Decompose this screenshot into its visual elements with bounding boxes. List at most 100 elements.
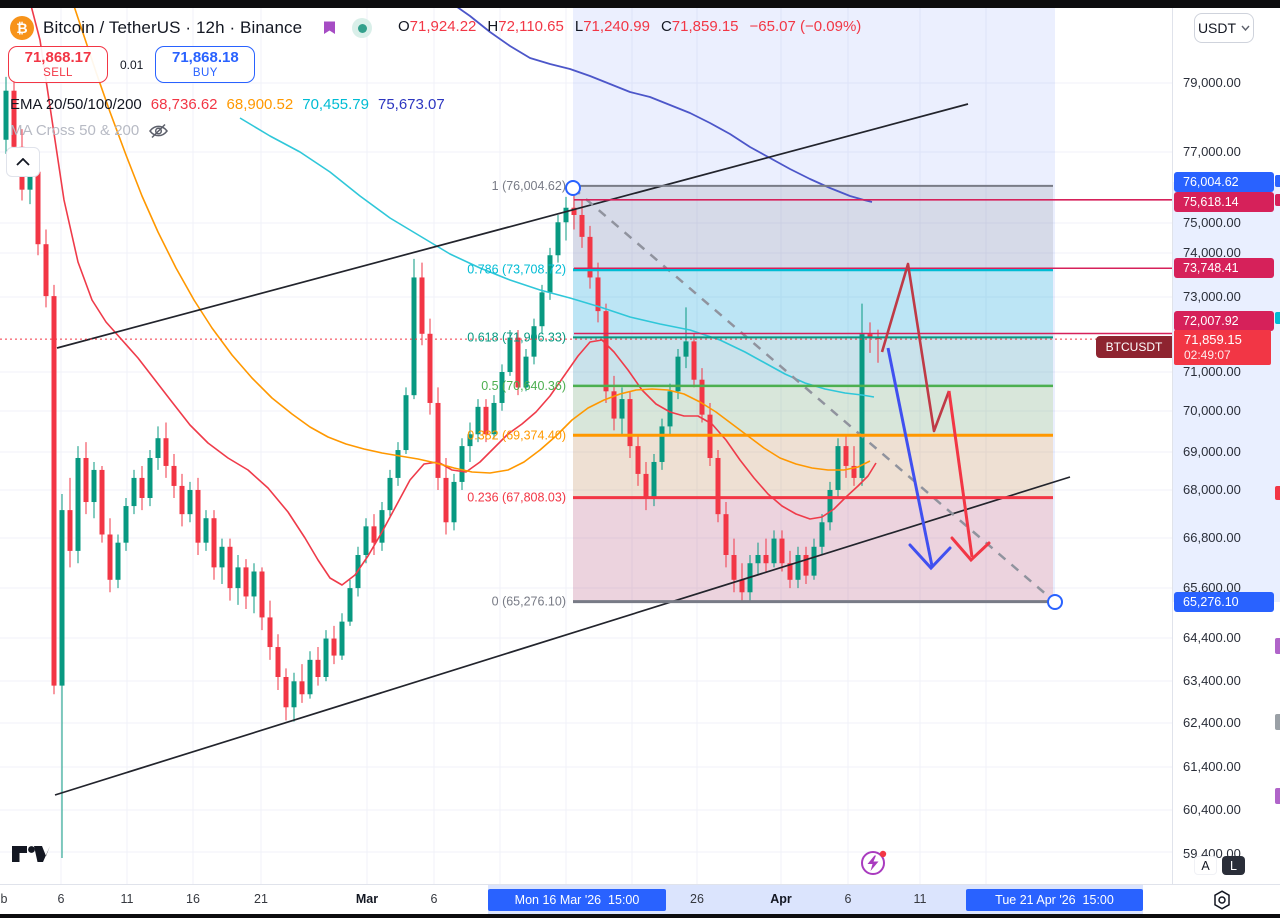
time-tick: 21 [254, 892, 268, 906]
time-tick: 11 [120, 892, 134, 906]
price-tick: 62,400.00 [1183, 715, 1241, 730]
price-tick: 64,400.00 [1183, 630, 1241, 645]
collapse-legend-button[interactable] [6, 147, 40, 177]
price-level-chip: 73,748.41 [1174, 258, 1274, 278]
price-tick: 73,000.00 [1183, 289, 1241, 304]
ema20-line [30, 8, 877, 586]
time-tick: 6 [430, 892, 438, 906]
fib-label: 0.786 (73,708.72) [467, 263, 566, 277]
symbol-tag: BTCUSDT [1096, 336, 1172, 358]
last-price-chip: 71,859.15 02:49:07 [1174, 330, 1271, 365]
axis-edge-marker [1275, 714, 1280, 730]
blue-arrow-shaft[interactable] [886, 347, 934, 567]
red-arrow-head-icon [950, 536, 991, 563]
projection-zigzag[interactable] [880, 262, 951, 433]
ema-value: 75,673.07 [377, 96, 445, 113]
price-tick: 69,000.00 [1183, 444, 1241, 459]
price-tick: 66,800.00 [1183, 530, 1241, 545]
bottom-frame-strip [0, 914, 1280, 918]
chart-pane[interactable]: 1 (76,004.62) 0.786 (73,708.72) 0.618 (71,… [0, 8, 1172, 884]
fib-label: 0.382 (69,374.40) [467, 428, 566, 442]
sell-button[interactable]: 71,868.17 SELL [8, 46, 108, 83]
time-tick: Mar [355, 892, 379, 906]
time-range-chip[interactable]: Mon 16 Mar '26 15:00 [488, 889, 666, 911]
fib-anchor-handle[interactable] [1047, 594, 1063, 610]
trendline-1[interactable] [56, 103, 969, 349]
ema-value: 68,900.52 [226, 96, 294, 113]
close-value: 71,859.15 [671, 18, 739, 35]
time-tick: 26 [690, 892, 704, 906]
chevron-down-icon [1241, 25, 1250, 31]
time-tick: 6 [844, 892, 852, 906]
high-value: 72,110.65 [498, 18, 564, 35]
time-tick: b [0, 892, 8, 906]
price-tick: 79,000.00 [1183, 75, 1241, 90]
price-level-chip: 75,618.14 [1174, 192, 1274, 212]
time-tick: 11 [913, 892, 927, 906]
fib-label: 1 (76,004.62) [492, 179, 566, 193]
price-axis[interactable]: 79,000.00 77,000.00 75,000.00 74,000.00 73,0… [1172, 8, 1280, 884]
last-price-value: 71,859.15 [1184, 332, 1242, 347]
fib-label: 0.236 (67,808.03) [467, 491, 566, 505]
fib-label: 0.618 (71,906.33) [467, 330, 566, 344]
flag-icon[interactable] [321, 19, 339, 37]
lightning-alert-icon[interactable] [858, 846, 890, 878]
time-range-chip[interactable]: Tue 21 Apr '26 15:00 [966, 889, 1143, 911]
top-frame-strip [0, 0, 1280, 8]
price-tick: 70,000.00 [1183, 403, 1241, 418]
ema-value: 70,455.79 [302, 96, 369, 113]
fib-levels: 1 (76,004.62) 0.786 (73,708.72) 0.618 (71,… [467, 179, 1053, 609]
price-tick: 75,000.00 [1183, 215, 1241, 230]
market-status-icon[interactable] [352, 18, 373, 38]
price-tick: 74,000.00 [1183, 245, 1241, 260]
ema200-line [457, 8, 873, 203]
axis-edge-marker [1275, 175, 1280, 187]
ema-legend[interactable]: EMA 20/50/100/200 68,736.62 68,900.52 70,4… [10, 96, 445, 113]
low-value: 71,240.99 [583, 18, 650, 35]
price-tick: 68,000.00 [1183, 482, 1241, 497]
last-price-label: BTCUSDT 71,859.15 02:49:07 [1096, 330, 1271, 365]
price-tick: 63,400.00 [1183, 673, 1241, 688]
trendline-2[interactable] [54, 476, 1071, 796]
blue-arrow-head-icon [908, 543, 952, 571]
fib-label: 0.5 (70,640.36) [481, 379, 566, 393]
time-tick: Apr [770, 892, 792, 906]
buy-button[interactable]: 71,868.18 BUY [155, 46, 256, 83]
price-tick: 77,000.00 [1183, 144, 1241, 159]
axis-settings-gear-icon[interactable] [1210, 888, 1234, 912]
ma-cross-legend[interactable]: MA Cross 50 & 200 [10, 122, 169, 139]
price-tick: 71,000.00 [1183, 364, 1241, 379]
price-level-chip: 72,007.92 [1174, 311, 1274, 331]
fib-anchor-handle[interactable] [565, 180, 581, 196]
ema-value: 68,736.62 [150, 96, 218, 113]
candles [3, 76, 881, 858]
grid-lines [0, 8, 1172, 884]
axis-edge-marker [1275, 194, 1280, 206]
log-scale-button[interactable]: L [1222, 856, 1245, 875]
axis-edge-marker [1275, 788, 1280, 804]
price-tick: 60,400.00 [1183, 802, 1241, 817]
red-arrow-shaft[interactable] [947, 390, 974, 558]
tradingview-logo[interactable] [10, 842, 50, 866]
bar-countdown: 02:49:07 [1184, 348, 1231, 362]
symbol-header: ₿ Bitcoin / TetherUS · 12h · Binance [10, 14, 373, 42]
symbol-title[interactable]: Bitcoin / TetherUS · 12h · Binance [43, 18, 303, 37]
price-tick: 61,400.00 [1183, 759, 1241, 774]
price-tick: 65,600.00 [1183, 580, 1241, 595]
time-axis[interactable]: b 6 11 16 21 Mar 6 26 Apr 6 11 Mon 16 Mar '26 15:0… [0, 884, 1280, 914]
ema100-line [239, 117, 875, 398]
currency-selector[interactable]: USDT [1194, 13, 1254, 43]
time-tick: 16 [186, 892, 200, 906]
spread-value: 0.01 [120, 57, 144, 72]
axis-edge-marker [1275, 638, 1280, 654]
time-tick: 6 [57, 892, 65, 906]
price-axis-highlight [1173, 182, 1280, 602]
change-value: −65.07 (−0.09%) [749, 18, 862, 35]
visibility-off-icon[interactable] [148, 123, 169, 139]
auto-scale-button[interactable]: A [1194, 856, 1217, 875]
price-level-chip: 76,004.62 [1174, 172, 1274, 192]
fib-trend-dashed-line [572, 187, 1056, 603]
ohlc-readout: O71,924.22 H72,110.65 L71,240.99 C71,859… [398, 18, 862, 35]
candlestick-chart[interactable]: 1 (76,004.62) 0.786 (73,708.72) 0.618 (71,… [0, 8, 1172, 884]
